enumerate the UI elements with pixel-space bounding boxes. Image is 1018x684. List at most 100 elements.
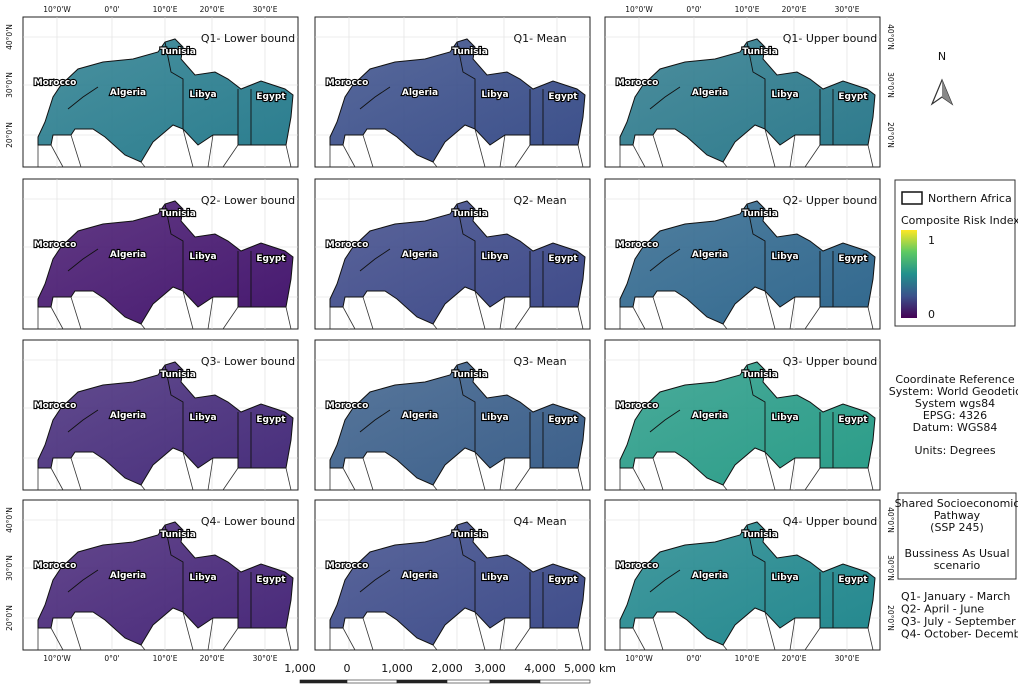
country-label: Algeria <box>692 88 728 98</box>
scale-segment <box>397 680 447 683</box>
country-label: Morocco <box>616 401 659 411</box>
country-label: Libya <box>189 573 216 583</box>
country-label: Morocco <box>326 240 369 250</box>
scale-segment <box>347 680 397 683</box>
panel-title: Q1- Lower bound <box>201 32 295 45</box>
country-label: Morocco <box>34 561 77 571</box>
map-panel: MoroccoAlgeriaTunisiaLibyaEgyptQ3- Mean <box>315 340 590 490</box>
units-text: Units: Degrees <box>914 444 995 457</box>
country-label: Egypt <box>256 92 286 102</box>
country-label: Algeria <box>692 571 728 581</box>
longitude-label: 20°0'E <box>200 654 225 663</box>
country-label: Libya <box>771 252 798 262</box>
country-label: Algeria <box>402 88 438 98</box>
scale-segment <box>540 680 590 683</box>
country-label: Tunisia <box>742 47 778 57</box>
latitude-label: 40°0'N <box>886 24 895 50</box>
panel-title: Q3- Lower bound <box>201 355 295 368</box>
longitude-label: 0°0' <box>686 5 701 14</box>
country-label: Algeria <box>402 411 438 421</box>
map-panel: MoroccoAlgeriaTunisiaLibyaEgyptQ2- Upper… <box>605 179 880 329</box>
country-label: Tunisia <box>452 530 488 540</box>
country-label: Tunisia <box>452 370 488 380</box>
longitude-label: 0°0' <box>104 654 119 663</box>
map-panel: MoroccoAlgeriaTunisiaLibyaEgyptQ3- Lower… <box>23 340 298 490</box>
scenario-text: scenario <box>934 559 981 572</box>
panel-title: Q3- Upper bound <box>783 355 878 368</box>
longitude-label: 30°0'E <box>835 654 860 663</box>
legend-colorbar <box>901 230 917 318</box>
country-label: Egypt <box>838 415 868 425</box>
panel-title: Q1- Mean <box>513 32 566 45</box>
country-label: Egypt <box>256 415 286 425</box>
longitude-label: 30°0'E <box>253 654 278 663</box>
latitude-label: 20°0'N <box>5 122 14 148</box>
map-panel: MoroccoAlgeriaTunisiaLibyaEgyptQ4- Upper… <box>605 500 880 650</box>
scale-label: 2,000 <box>431 662 463 675</box>
country-label: Libya <box>189 90 216 100</box>
scale-label: 1,000 <box>381 662 413 675</box>
scale-segment <box>447 680 490 683</box>
scale-label: 3,000 <box>474 662 506 675</box>
longitude-label: 10°0'W <box>43 654 71 663</box>
scale-label: 5,000 km <box>564 662 616 675</box>
legend-boundary-symbol <box>902 192 922 204</box>
legend-max: 1 <box>928 234 935 247</box>
scale-label: 4,000 <box>524 662 556 675</box>
country-label: Morocco <box>326 401 369 411</box>
country-label: Tunisia <box>452 209 488 219</box>
panel-title: Q2- Mean <box>513 194 566 207</box>
country-label: Egypt <box>838 92 868 102</box>
longitude-label: 10°0'E <box>153 5 178 14</box>
longitude-label: 30°0'E <box>835 5 860 14</box>
country-label: Egypt <box>838 254 868 264</box>
scale-label: 0 <box>344 662 351 675</box>
panel-title: Q1- Upper bound <box>783 32 878 45</box>
longitude-label: 10°0'E <box>735 654 760 663</box>
longitude-label: 20°0'E <box>200 5 225 14</box>
quarter-text: Q4- October- December <box>901 628 1018 641</box>
scale-segment <box>300 680 347 683</box>
longitude-label: 10°0'E <box>735 5 760 14</box>
country-label: Egypt <box>548 92 578 102</box>
country-label: Libya <box>771 573 798 583</box>
country-label: Libya <box>481 90 508 100</box>
longitude-label: 0°0' <box>104 5 119 14</box>
panel-title: Q4- Mean <box>513 515 566 528</box>
country-label: Algeria <box>110 88 146 98</box>
quarter-text: Q3- July - September <box>901 615 1016 628</box>
country-label: Tunisia <box>160 47 196 57</box>
country-label: Libya <box>481 573 508 583</box>
country-label: Libya <box>189 252 216 262</box>
country-label: Morocco <box>326 78 369 88</box>
map-panel: MoroccoAlgeriaTunisiaLibyaEgyptQ2- Lower… <box>23 179 298 329</box>
panel-title: Q2- Lower bound <box>201 194 295 207</box>
country-label: Algeria <box>402 250 438 260</box>
latitude-label: 20°0'N <box>5 605 14 631</box>
panel-title: Q4- Lower bound <box>201 515 295 528</box>
country-label: Tunisia <box>742 209 778 219</box>
latitude-label: 30°0'N <box>886 72 895 98</box>
legend-boundary-label: Northern Africa <box>928 192 1012 205</box>
country-label: Tunisia <box>742 370 778 380</box>
scale-label: 1,000 <box>284 662 316 675</box>
scale-segment <box>490 680 540 683</box>
longitude-label: 0°0' <box>686 654 701 663</box>
country-label: Egypt <box>838 575 868 585</box>
country-label: Tunisia <box>160 370 196 380</box>
quarter-text: Q1- January - March <box>901 590 1010 603</box>
country-label: Egypt <box>548 575 578 585</box>
north-label: N <box>938 50 946 63</box>
country-label: Tunisia <box>160 209 196 219</box>
map-figure: Morocco Algeria Tunisia Libya Egypt Q1- Lower… <box>0 0 1018 684</box>
country-label: Libya <box>771 90 798 100</box>
country-label: Libya <box>189 413 216 423</box>
country-label: Morocco <box>326 561 369 571</box>
panel-title: Q3- Mean <box>513 355 566 368</box>
latitude-label: 20°0'N <box>886 122 895 148</box>
country-label: Morocco <box>616 78 659 88</box>
country-label: Tunisia <box>452 47 488 57</box>
country-label: Egypt <box>256 575 286 585</box>
country-label: Algeria <box>692 411 728 421</box>
